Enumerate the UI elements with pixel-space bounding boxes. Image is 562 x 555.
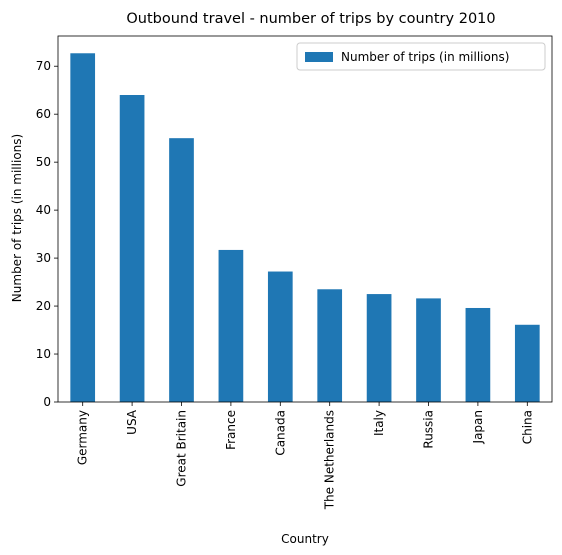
y-tick-label: 40 <box>36 203 51 217</box>
y-tick-label: 0 <box>43 395 51 409</box>
bar-great-britain <box>169 138 194 402</box>
bar-russia <box>416 298 441 402</box>
y-tick-label: 50 <box>36 155 51 169</box>
x-tick-label: The Netherlands <box>323 410 337 510</box>
plot-area: 0 10 20 30 40 50 60 70 Germany USA Great Britain Fr… <box>36 35 553 510</box>
x-axis-label: Country <box>281 532 329 546</box>
y-tick-label: 70 <box>36 59 51 73</box>
bar-canada <box>267 271 293 402</box>
x-tick-label: Japan <box>471 410 485 444</box>
bar-usa <box>119 95 145 402</box>
x-tick-label: Italy <box>372 410 386 436</box>
bar-france <box>218 249 244 402</box>
plot-frame <box>57 35 553 403</box>
y-tick-label: 30 <box>36 251 51 265</box>
y-tick-label: 20 <box>36 299 51 313</box>
x-tick-label: USA <box>125 409 139 435</box>
bar-china <box>514 324 540 402</box>
x-tick-label: Great Britain <box>175 410 189 487</box>
bar-the-netherlands <box>317 289 343 402</box>
bar-germany <box>70 53 96 402</box>
x-tick-label: China <box>520 410 534 444</box>
x-tick-label: Canada <box>273 410 287 456</box>
legend-label: Number of trips (in millions) <box>341 50 509 64</box>
legend-box <box>296 42 546 71</box>
y-axis-label: Number of trips (in millions) <box>10 134 24 302</box>
y-tick-label: 10 <box>36 347 51 361</box>
x-tick-label: Germany <box>76 410 90 465</box>
legend: Number of trips (in millions) <box>296 42 546 71</box>
x-tick-label: France <box>224 410 238 450</box>
bar-japan <box>465 307 491 402</box>
chart-title: Outbound travel - number of trips by cou… <box>126 11 495 27</box>
x-tick-label: Russia <box>422 410 436 449</box>
bar-italy <box>366 294 392 402</box>
y-tick-label: 60 <box>36 107 51 121</box>
legend-swatch <box>305 52 333 62</box>
